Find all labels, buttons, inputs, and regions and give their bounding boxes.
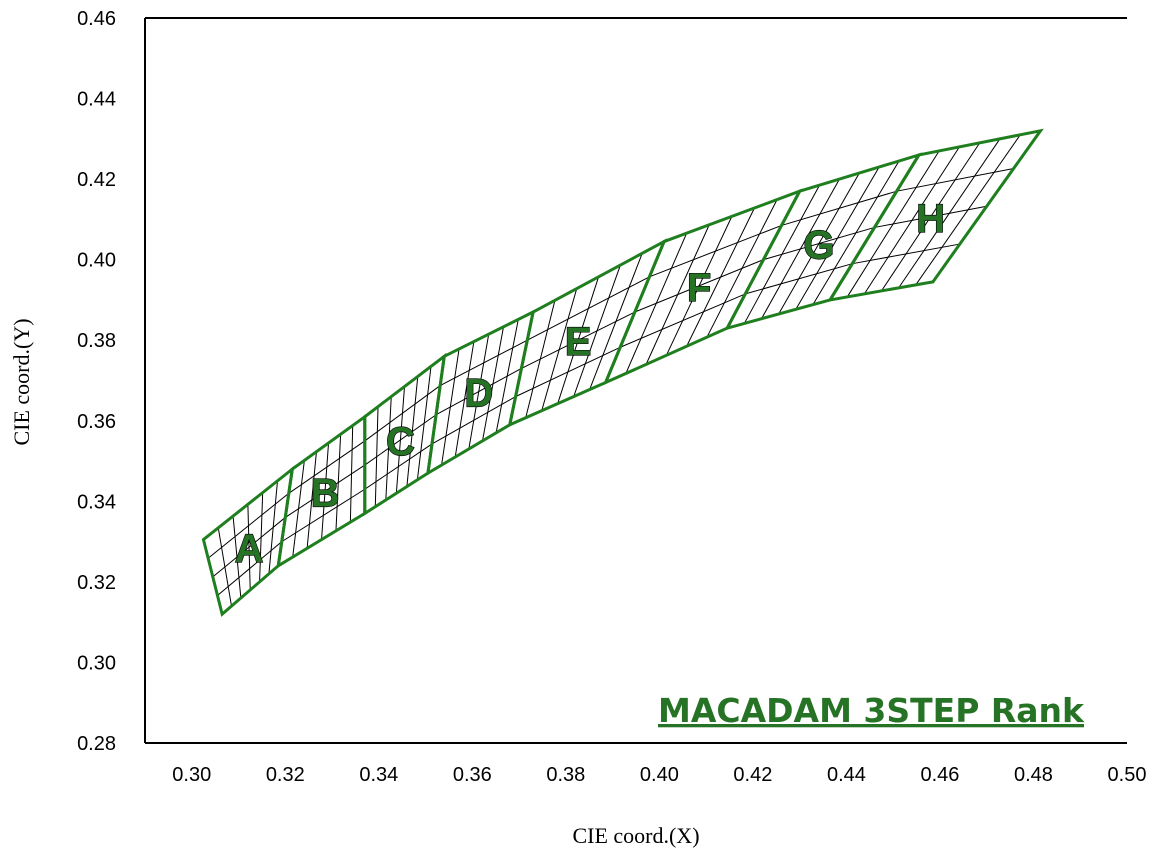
x-tick-label: 0.32 xyxy=(266,764,305,786)
grid-line xyxy=(896,168,1014,192)
grid-line xyxy=(431,396,516,445)
grid-line xyxy=(745,263,853,295)
grid-line xyxy=(649,224,782,278)
y-tick-label: 0.38 xyxy=(77,330,116,352)
rank-quadrilaterals xyxy=(201,128,1044,617)
y-axis-ticks: 0.28 0.30 0.32 0.34 0.36 0.38 0.40 0.42 0.44 0.46 xyxy=(77,8,116,755)
grid-line xyxy=(364,414,437,466)
x-axis-label: CIE coord.(X) xyxy=(572,823,699,848)
rank-g-quad xyxy=(724,152,923,331)
grid-line xyxy=(852,243,960,265)
rank-label-a: A xyxy=(235,527,264,571)
x-axis-ticks: 0.30 0.32 0.34 0.36 0.38 0.40 0.42 0.44 0.46 0.48… xyxy=(172,764,1146,786)
grid-line xyxy=(285,464,366,518)
grid-line xyxy=(435,367,522,416)
x-tick-label: 0.38 xyxy=(546,764,585,786)
rank-label-b: B xyxy=(311,471,340,515)
y-tick-label: 0.30 xyxy=(77,652,116,674)
y-tick-label: 0.42 xyxy=(77,169,116,191)
y-tick-label: 0.28 xyxy=(77,733,116,755)
x-tick-label: 0.34 xyxy=(359,764,398,786)
y-tick-label: 0.46 xyxy=(77,8,116,30)
x-tick-label: 0.30 xyxy=(172,764,211,786)
grid-line xyxy=(217,541,283,596)
y-tick-label: 0.36 xyxy=(77,411,116,433)
grid-line xyxy=(439,339,528,386)
y-tick-label: 0.34 xyxy=(77,491,116,513)
rank-outline xyxy=(827,128,1044,302)
grid-line xyxy=(364,385,441,442)
rank-label-f: F xyxy=(687,266,711,310)
plot-axes xyxy=(144,17,1127,744)
grid-line xyxy=(634,259,764,313)
grid-line xyxy=(781,190,897,226)
grid-line xyxy=(874,205,987,228)
chart-title: MACADAM 3STEP Rank xyxy=(658,691,1085,730)
x-tick-label: 0.46 xyxy=(920,764,959,786)
grid-line xyxy=(521,311,636,369)
x-tick-label: 0.50 xyxy=(1108,764,1147,786)
grid-line xyxy=(281,488,366,543)
rank-label-g: G xyxy=(803,224,834,268)
grid-line xyxy=(212,517,286,578)
y-tick-label: 0.32 xyxy=(77,572,116,594)
y-axis-label: CIE coord.(Y) xyxy=(9,318,34,445)
rank-letters: A B C D E F G H xyxy=(234,196,946,571)
rank-label-c: C xyxy=(386,420,415,464)
y-tick-label: 0.44 xyxy=(77,89,116,111)
rank-label-e: E xyxy=(565,320,592,364)
rank-h-quad xyxy=(827,128,1044,302)
grid-line xyxy=(515,346,621,398)
rank-label-d: D xyxy=(464,372,493,416)
x-tick-label: 0.36 xyxy=(453,764,492,786)
rank-label-h: H xyxy=(916,197,945,241)
grid-line xyxy=(288,440,366,494)
grid-line xyxy=(527,276,650,341)
grid-line xyxy=(763,226,875,261)
grid-line xyxy=(364,443,433,490)
x-tick-label: 0.40 xyxy=(640,764,679,786)
grid-line xyxy=(620,293,746,348)
x-tick-label: 0.44 xyxy=(827,764,866,786)
grid-line xyxy=(207,492,290,559)
y-tick-label: 0.40 xyxy=(77,250,116,272)
x-tick-label: 0.42 xyxy=(733,764,772,786)
x-tick-label: 0.48 xyxy=(1014,764,1053,786)
